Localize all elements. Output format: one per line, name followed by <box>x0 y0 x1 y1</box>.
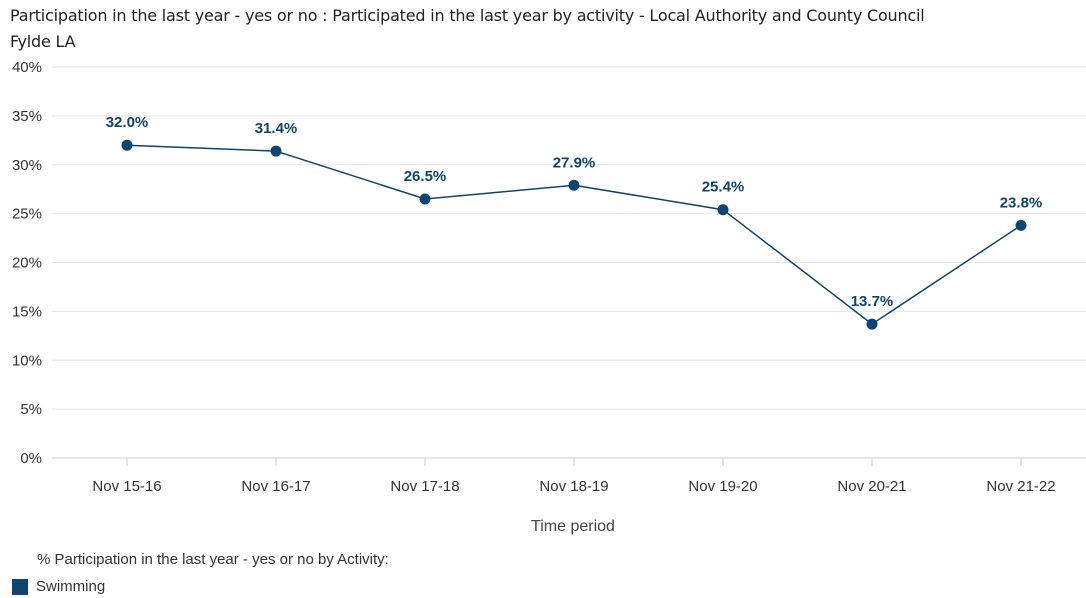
legend-item-swimming[interactable]: Swimming <box>12 578 105 595</box>
y-tick-label: 40% <box>12 59 42 76</box>
data-label: 13.7% <box>851 293 894 310</box>
data-point <box>1015 219 1027 231</box>
data-label: 31.4% <box>255 120 298 137</box>
x-tick-label: Nov 17-18 <box>390 478 459 495</box>
chart-title-line-1: Participation in the last year - yes or … <box>10 6 925 25</box>
legend-title: % Participation in the last year - yes o… <box>37 551 389 568</box>
legend-label: Swimming <box>36 578 106 595</box>
data-point <box>568 179 580 191</box>
data-point <box>270 145 282 157</box>
y-tick-label: 5% <box>20 401 42 418</box>
data-label: 26.5% <box>404 168 447 185</box>
data-label: 23.8% <box>1000 194 1043 211</box>
x-tick-label: Nov 16-17 <box>241 478 310 495</box>
x-axis-title: Time period <box>531 518 615 535</box>
y-tick-label: 0% <box>20 450 42 467</box>
y-tick-label: 10% <box>12 352 42 369</box>
y-tick-label: 25% <box>12 206 42 223</box>
y-tick-label: 35% <box>12 108 42 125</box>
data-label: 32.0% <box>106 114 149 131</box>
data-label: 25.4% <box>702 179 745 196</box>
chart-title: Participation in the last year - yes or … <box>10 3 1080 55</box>
data-point <box>717 204 729 216</box>
data-label: 27.9% <box>553 154 596 171</box>
legend-swatch <box>12 578 28 595</box>
data-point <box>866 318 878 330</box>
y-tick-label: 15% <box>12 303 42 320</box>
x-tick-label: Nov 20-21 <box>837 478 906 495</box>
data-point <box>419 193 431 205</box>
chart-subtitle: Fylde LA <box>10 32 76 51</box>
y-tick-label: 30% <box>12 157 42 174</box>
x-tick-label: Nov 18-19 <box>539 478 608 495</box>
x-tick-label: Nov 19-20 <box>688 478 757 495</box>
x-tick-label: Nov 21-22 <box>986 478 1055 495</box>
data-point <box>121 139 133 151</box>
x-tick-label: Nov 15-16 <box>92 478 161 495</box>
y-tick-label: 20% <box>12 255 42 272</box>
